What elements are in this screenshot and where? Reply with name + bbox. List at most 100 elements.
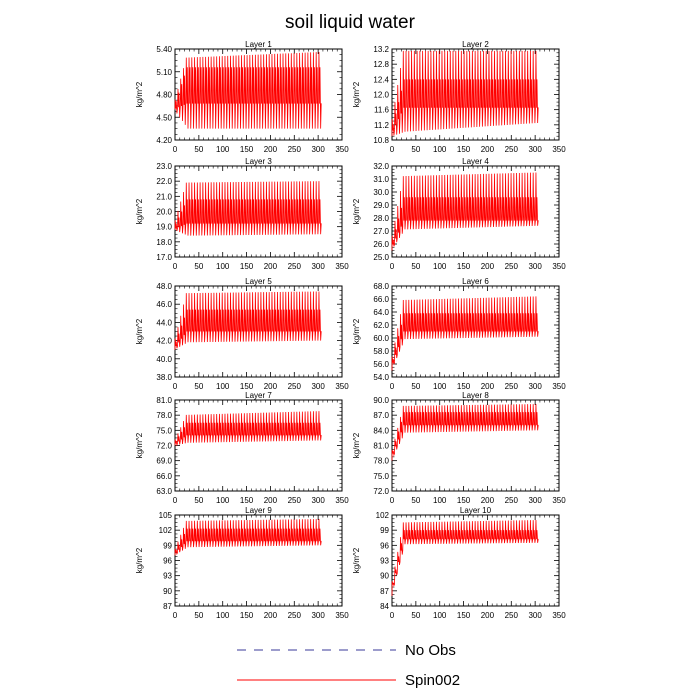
x-tick-label: 150 <box>457 611 471 620</box>
x-tick-label: 150 <box>240 145 254 154</box>
x-tick-label: 200 <box>481 262 495 271</box>
panel-7: Layer 7 kg/m^2 63.0 66.0 69.0 72.0 75.0 78.0 81.… <box>135 391 349 505</box>
y-tick-label: 93 <box>163 572 172 581</box>
x-tick-label: 150 <box>240 382 254 391</box>
y-tick-label: 12.0 <box>373 91 389 100</box>
x-tick-label: 100 <box>433 382 447 391</box>
y-tick-label: 84.0 <box>373 426 389 435</box>
series-line-spin002 <box>174 291 322 350</box>
y-tick-label: 29.0 <box>373 201 389 210</box>
x-tick-label: 200 <box>481 611 495 620</box>
y-tick-label: 32.0 <box>373 162 389 171</box>
x-tick-label: 100 <box>216 145 230 154</box>
y-tick-label: 12.8 <box>373 60 389 69</box>
x-tick-label: 300 <box>528 611 542 620</box>
panel-10: Layer 10 kg/m^2 84 87 90 93 96 99 102 0 50 100 150 20… <box>352 506 566 620</box>
x-tick-label: 300 <box>528 496 542 505</box>
y-tick-label: 5.10 <box>156 68 172 77</box>
y-tick-label: 102 <box>159 526 173 535</box>
y-axis-label: kg/m^2 <box>352 547 361 573</box>
y-tick-label: 99 <box>380 526 389 535</box>
y-tick-label: 105 <box>159 511 173 520</box>
y-tick-label: 48.0 <box>156 282 172 291</box>
y-axis-label: kg/m^2 <box>135 547 144 573</box>
x-tick-label: 100 <box>216 496 230 505</box>
series-line-spin002 <box>174 52 322 129</box>
x-tick-label: 300 <box>311 145 325 154</box>
y-tick-label: 10.8 <box>373 136 389 145</box>
x-tick-label: 50 <box>411 145 420 154</box>
y-tick-label: 31.0 <box>373 175 389 184</box>
series-line-spin002 <box>174 519 322 556</box>
x-tick-label: 250 <box>505 262 519 271</box>
x-tick-label: 350 <box>335 262 349 271</box>
x-tick-label: 350 <box>552 611 566 620</box>
y-tick-label: 68.0 <box>373 282 389 291</box>
x-tick-label: 0 <box>390 262 395 271</box>
y-tick-label: 75.0 <box>156 426 172 435</box>
legend: No Obs Spin002 <box>237 642 460 689</box>
x-tick-label: 50 <box>194 145 203 154</box>
y-tick-label: 18.0 <box>156 238 172 247</box>
x-tick-label: 100 <box>433 145 447 154</box>
y-tick-label: 87 <box>163 602 172 611</box>
y-tick-label: 26.0 <box>373 240 389 249</box>
x-tick-label: 350 <box>335 382 349 391</box>
y-tick-label: 84 <box>380 602 389 611</box>
y-tick-label: 78.0 <box>156 411 172 420</box>
y-tick-label: 66.0 <box>373 295 389 304</box>
y-tick-label: 58.0 <box>373 347 389 356</box>
x-tick-label: 150 <box>457 262 471 271</box>
x-tick-label: 0 <box>173 611 178 620</box>
panel-title: Layer 6 <box>462 277 489 286</box>
x-tick-label: 250 <box>505 611 519 620</box>
y-tick-label: 4.80 <box>156 91 172 100</box>
panel-title: Layer 9 <box>245 506 272 515</box>
y-tick-label: 40.0 <box>156 355 172 364</box>
y-tick-label: 75.0 <box>373 472 389 481</box>
panels-group: Layer 1 kg/m^2 4.20 4.50 4.80 5.10 5.40 0 50 100 1… <box>135 40 566 620</box>
x-tick-label: 0 <box>390 145 395 154</box>
x-tick-label: 50 <box>411 496 420 505</box>
series-line-spin002 <box>174 411 322 447</box>
x-tick-label: 150 <box>240 262 254 271</box>
series-line-spin002 <box>391 404 539 461</box>
y-axis-label: kg/m^2 <box>135 81 144 107</box>
x-tick-label: 350 <box>335 496 349 505</box>
x-tick-label: 250 <box>288 496 302 505</box>
y-tick-label: 87.0 <box>373 411 389 420</box>
y-tick-label: 93 <box>380 557 389 566</box>
y-tick-label: 81.0 <box>373 442 389 451</box>
y-tick-label: 11.6 <box>374 106 390 115</box>
y-tick-label: 90 <box>163 587 172 596</box>
x-tick-label: 200 <box>481 382 495 391</box>
y-tick-label: 11.2 <box>374 121 390 130</box>
y-axis-label: kg/m^2 <box>352 318 361 344</box>
y-tick-label: 96 <box>380 541 389 550</box>
y-tick-label: 54.0 <box>373 373 389 382</box>
y-tick-label: 99 <box>163 541 172 550</box>
y-tick-label: 90.0 <box>373 396 389 405</box>
y-tick-label: 63.0 <box>156 487 172 496</box>
panel-title: Layer 5 <box>245 277 272 286</box>
x-tick-label: 50 <box>194 382 203 391</box>
x-tick-label: 200 <box>264 262 278 271</box>
panel-title: Layer 7 <box>245 391 272 400</box>
x-tick-label: 300 <box>311 611 325 620</box>
y-tick-label: 87 <box>380 587 389 596</box>
y-tick-label: 72.0 <box>373 487 389 496</box>
y-tick-label: 4.20 <box>156 136 172 145</box>
panel-8: Layer 8 kg/m^2 72.0 75.0 78.0 81.0 84.0 87.0 90.… <box>352 391 566 505</box>
y-tick-label: 78.0 <box>373 457 389 466</box>
x-tick-label: 300 <box>528 262 542 271</box>
panel-title: Layer 8 <box>462 391 489 400</box>
y-tick-label: 56.0 <box>373 360 389 369</box>
x-tick-label: 100 <box>433 496 447 505</box>
legend-label-spin002: Spin002 <box>405 672 460 689</box>
x-tick-label: 250 <box>288 611 302 620</box>
x-tick-label: 200 <box>264 496 278 505</box>
x-tick-label: 150 <box>457 145 471 154</box>
x-tick-label: 200 <box>264 611 278 620</box>
y-tick-label: 28.0 <box>373 214 389 223</box>
